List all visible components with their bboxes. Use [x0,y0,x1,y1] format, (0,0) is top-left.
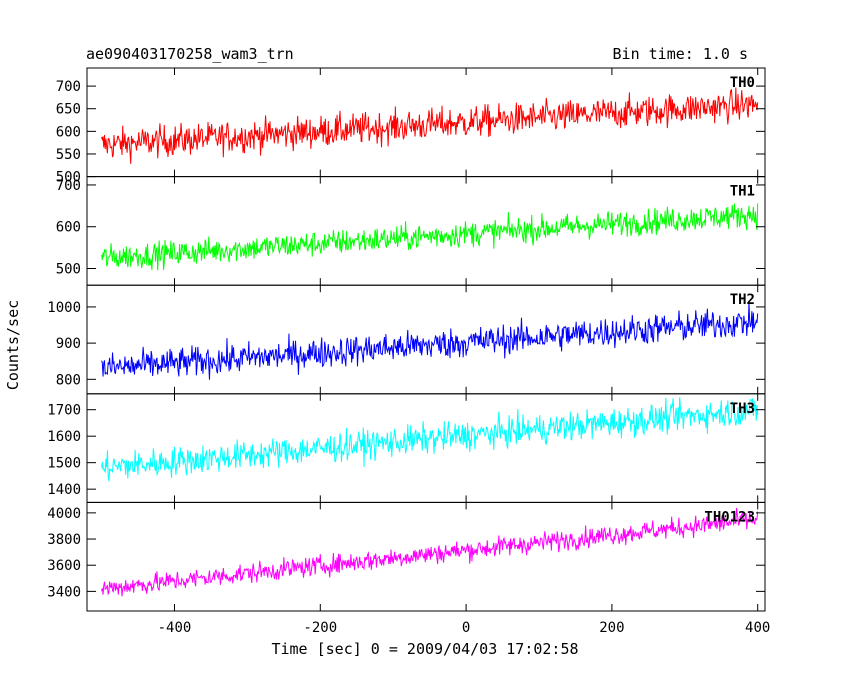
y-tick-label: 800 [56,372,81,388]
series-line-th1 [101,203,759,271]
x-tick-label: 200 [599,620,624,636]
panel-label-th0123: TH0123 [704,509,755,525]
y-tick-label: 700 [56,79,81,95]
y-tick-label: 700 [56,178,81,194]
y-tick-label: 900 [56,336,81,352]
x-tick-label: 400 [745,620,770,636]
panel-label-th3: TH3 [730,401,755,417]
panel-frame [86,501,766,612]
chart-title: ae090403170258_wam3_trn [86,45,294,63]
y-tick-label: 3400 [47,584,81,600]
y-tick-label: 600 [56,124,81,140]
y-tick-label: 1400 [47,482,81,498]
y-tick-label: 650 [56,102,81,118]
y-tick-label: 500 [56,261,81,277]
y-tick-label: 4000 [47,506,81,522]
x-axis: -400 -200 0 200 400 [158,620,771,636]
y-tick-label: 1700 [47,403,81,419]
panel-label-th2: TH2 [730,292,755,308]
panel-label-th0: TH0 [730,75,755,91]
y-tick-label: 3800 [47,532,81,548]
panels: 500 550 600 650 700 TH0 500 600 700 TH1 800 900 1000… [47,67,766,612]
y-tick-label: 1600 [47,429,81,445]
y-tick-label: 3600 [47,558,81,574]
y-tick-label: 500 [56,170,81,186]
y-tick-label: 1500 [47,456,81,472]
x-axis-label: Time [sec] 0 = 2009/04/03 17:02:58 [271,640,578,658]
x-tick-label: -200 [303,620,337,636]
panel-th0: 500 550 600 650 700 TH0 [56,67,766,186]
series-line-th3 [101,397,759,482]
x-tick-label: 0 [462,620,470,636]
panel-label-th1: TH1 [730,184,755,200]
bin-time-label: Bin time: 1.0 s [613,45,748,63]
y-tick-label: 1000 [47,300,81,316]
panel-th1: 500 600 700 TH1 [56,176,766,286]
y-tick-label: 550 [56,147,81,163]
panel-frame [86,67,766,178]
series-line-th2 [101,302,759,380]
y-tick-label: 600 [56,220,81,236]
panel-th3: 1400 1500 1600 1700 TH3 [47,393,766,503]
y-axis-label: Counts/sec [4,300,22,390]
panel-th2: 800 900 1000 TH2 [47,284,766,395]
series-line-th0 [101,87,759,164]
panel-frame [86,284,766,395]
panel-th0123: 3400 3600 3800 4000 TH0123 [47,501,766,612]
panel-frame [86,393,766,503]
panel-frame [86,176,766,286]
series-line-th0123 [101,507,759,597]
x-tick-label: -400 [158,620,192,636]
